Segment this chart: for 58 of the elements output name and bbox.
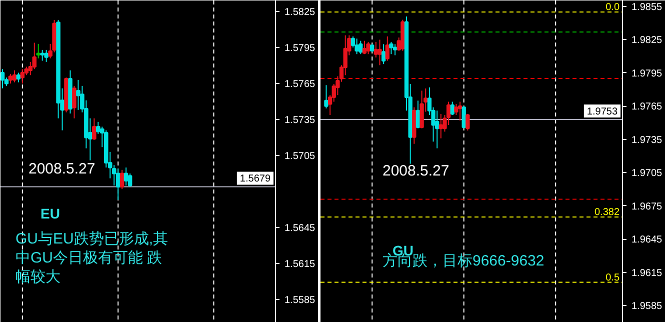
- candlestick: [466, 113, 470, 132]
- candlestick: [116, 168, 120, 200]
- candlestick: [420, 90, 424, 129]
- candlestick: [354, 38, 359, 55]
- y-tick-label: 1.9735: [632, 134, 663, 146]
- annotation: 2008.5.27: [28, 160, 96, 178]
- candlestick: [458, 101, 462, 122]
- candlestick: [92, 118, 96, 140]
- candlestick: [16, 72, 21, 83]
- candlestick: [8, 73, 13, 84]
- ref-line-label: 1.9753: [586, 106, 618, 118]
- y-tick-label: 1.9795: [632, 68, 663, 80]
- y-tick-label: 1.5645: [284, 222, 316, 234]
- annotation: 0.382: [594, 206, 620, 218]
- annotation: 0.5: [606, 272, 620, 284]
- candlestick: [462, 106, 466, 129]
- y-tick-label: 1.5615: [284, 258, 316, 270]
- annotation: EU: [40, 206, 60, 222]
- candlestick: [72, 85, 76, 119]
- candlestick: [44, 49, 48, 62]
- candlestick: [324, 84, 328, 109]
- candlestick: [120, 169, 124, 190]
- y-tick-label: 1.9615: [632, 268, 663, 279]
- candlestick: [378, 39, 382, 66]
- annotation: 2008.5.27: [382, 162, 450, 180]
- y-tick-label: 1.5585: [284, 294, 316, 306]
- candlestick: [385, 36, 390, 62]
- y-tick-label: 1.5795: [284, 43, 316, 54]
- candlestick: [435, 110, 440, 149]
- y-tick-label: 1.5765: [284, 79, 316, 90]
- y-tick-label: 1.9675: [632, 201, 663, 212]
- y-tick-label: 1.5705: [284, 151, 316, 162]
- candlestick: [0, 68, 5, 89]
- y-tick-label: 1.9645: [632, 234, 663, 246]
- candlestick: [12, 70, 17, 83]
- candlestick: [389, 41, 394, 55]
- candlestick: [381, 44, 386, 65]
- ref-line-label: 1.5679: [240, 174, 271, 185]
- candlestick: [450, 101, 454, 116]
- annotation: 0.0: [606, 2, 620, 14]
- y-tick-label: 1.5825: [284, 7, 316, 18]
- candlestick: [40, 49, 44, 62]
- candlestick: [366, 41, 370, 55]
- candlestick: [76, 79, 80, 110]
- candlestick: [374, 41, 378, 58]
- candlestick: [392, 44, 398, 56]
- candlestick: [124, 167, 128, 186]
- y-tick-label: 1.9855: [632, 2, 663, 13]
- candlestick: [36, 43, 41, 59]
- candlestick: [358, 40, 363, 55]
- y-tick-label: 1.9705: [632, 168, 663, 180]
- candlestick: [20, 68, 25, 84]
- annotation: GU与EU跌势已形成,其中GU今日极有可能 跌幅较大: [16, 230, 168, 286]
- y-tick-label: 1.9825: [632, 35, 663, 46]
- y-tick-label: 1.9765: [632, 102, 663, 113]
- y-tick-label: 1.9585: [632, 301, 663, 312]
- candlestick: [362, 40, 367, 55]
- y-tick-label: 1.5735: [284, 115, 316, 126]
